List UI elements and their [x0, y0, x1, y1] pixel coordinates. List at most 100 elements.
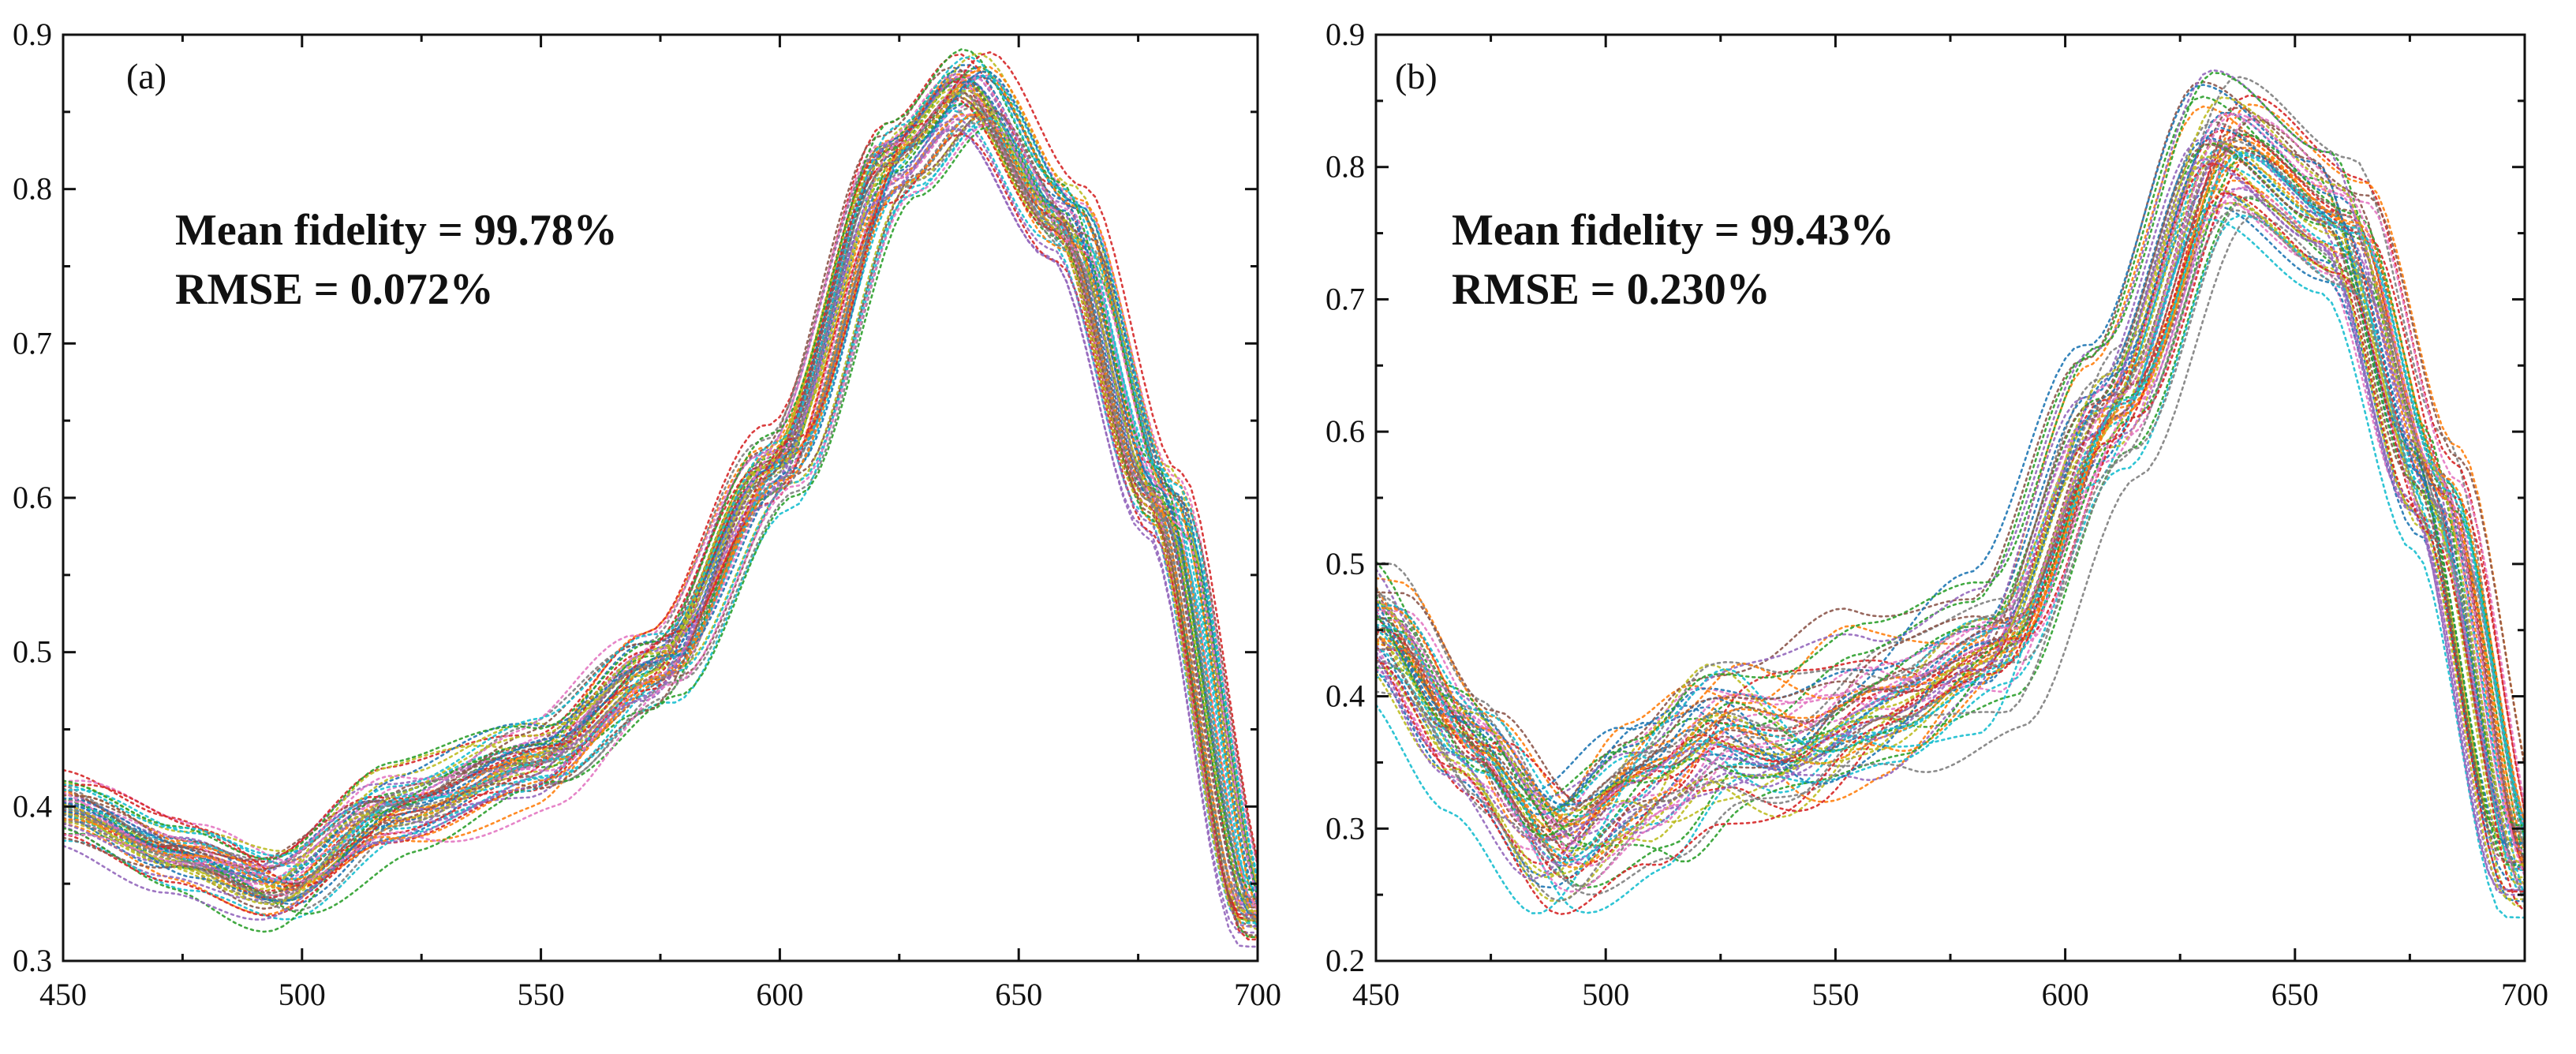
- spectrum-curve: [1376, 113, 2525, 854]
- spectrum-curve: [1376, 96, 2525, 868]
- panel-b-chart: 450 500 550 600 650 700 0.2 0.3 0.4 0.5 0.6 0.7 0.8 0…: [1325, 17, 2548, 1012]
- spectrum-curve: [63, 69, 1258, 914]
- spectrum-curve: [63, 53, 1258, 885]
- x-tick-label: 550: [1811, 977, 1859, 1012]
- x-tick-label: 500: [1582, 977, 1629, 1012]
- spectrum-curve: [63, 48, 1258, 891]
- spectrum-curve: [1376, 160, 2525, 854]
- spectrum-curve: [63, 92, 1258, 921]
- spectrum-curve: [1376, 146, 2525, 826]
- spectrum-curve: [1376, 218, 2525, 919]
- y-tick-label: 0.5: [13, 634, 52, 670]
- spectrum-curve: [63, 73, 1258, 916]
- x-tick-label: 450: [39, 977, 87, 1012]
- spectrum-curve: [63, 96, 1258, 936]
- spectrum-curve: [63, 103, 1258, 916]
- x-tick-label: 600: [756, 977, 803, 1012]
- spectrum-curve: [63, 117, 1258, 882]
- spectrum-curve: [63, 114, 1258, 925]
- panel-a-plot-frame: [62, 33, 1259, 962]
- spectrum-curve: [1376, 145, 2525, 865]
- panel-a-curves: [63, 48, 1258, 948]
- spectrum-curve: [1376, 155, 2525, 901]
- spectrum-curve: [63, 92, 1258, 920]
- spectrum-curve: [63, 118, 1258, 928]
- x-tick-label: 650: [2271, 977, 2319, 1012]
- x-tick-label: 450: [1352, 977, 1400, 1012]
- spectrum-curve: [63, 69, 1258, 903]
- spectrum-curve: [63, 52, 1258, 887]
- spectrum-curve: [1376, 192, 2525, 916]
- y-tick-label: 0.6: [13, 480, 52, 515]
- x-tick-label: 550: [518, 977, 565, 1012]
- spectrum-curve: [1376, 158, 2525, 896]
- spectrum-curve: [1376, 84, 2525, 844]
- spectrum-curve: [1376, 187, 2525, 881]
- y-tick-label: 0.4: [13, 788, 52, 824]
- spectrum-curve: [1376, 69, 2525, 829]
- spectrum-curve: [63, 70, 1258, 922]
- panel-b-ticks: 450 500 550 600 650 700 0.2 0.3 0.4 0.5 0.6 0.7 0.8 0…: [1325, 17, 2548, 1012]
- panel-b-label: (b): [1395, 56, 1438, 96]
- spectrum-curve: [63, 50, 1258, 888]
- spectrum-curve: [1376, 141, 2525, 885]
- spectrum-curve: [63, 90, 1258, 900]
- spectrum-curve: [63, 75, 1258, 910]
- spectrum-curve: [63, 74, 1258, 906]
- x-tick-label: 650: [995, 977, 1042, 1012]
- spectrum-curve: [63, 55, 1258, 892]
- panel-b-mean-fidelity: Mean fidelity = 99.43%: [1452, 206, 1894, 255]
- spectrum-curve: [1376, 111, 2525, 859]
- spectrum-curve: [1376, 163, 2525, 891]
- panel-a-rmse: RMSE = 0.072%: [175, 265, 494, 314]
- spectrum-curve: [63, 74, 1258, 868]
- spectrum-curve: [1376, 162, 2525, 893]
- x-tick-label: 700: [1234, 977, 1281, 1012]
- spectrum-curve: [63, 89, 1258, 914]
- y-tick-label: 0.5: [1325, 546, 1365, 581]
- spectrum-curve: [1376, 115, 2525, 867]
- spectrum-curve: [1376, 179, 2525, 873]
- spectrum-curve: [63, 73, 1258, 904]
- spectrum-curve: [1376, 80, 2525, 833]
- panel-a-label: (a): [126, 56, 166, 96]
- y-tick-label: 0.8: [13, 171, 52, 207]
- spectrum-curve: [63, 75, 1258, 878]
- y-tick-label: 0.7: [1325, 281, 1365, 316]
- spectrum-curve: [1376, 195, 2525, 896]
- spectrum-curve: [63, 113, 1258, 891]
- spectrum-curve: [63, 65, 1258, 909]
- spectrum-curve: [63, 78, 1258, 899]
- spectrum-curve: [63, 64, 1258, 918]
- spectrum-curve: [63, 107, 1258, 885]
- spectrum-curve: [1376, 153, 2525, 861]
- spectrum-curve: [1376, 182, 2525, 862]
- spectrum-curve: [1376, 138, 2525, 847]
- spectrum-curve: [63, 102, 1258, 939]
- spectrum-curve: [1376, 76, 2525, 824]
- spectrum-curve: [1376, 113, 2525, 893]
- spectrum-curve: [1376, 95, 2525, 841]
- spectrum-curve: [63, 123, 1258, 903]
- spectrum-curve: [63, 65, 1258, 910]
- spectrum-curve: [1376, 133, 2525, 880]
- y-tick-label: 0.8: [1325, 149, 1365, 185]
- spectrum-curve: [63, 74, 1258, 918]
- spectrum-curve: [63, 75, 1258, 898]
- spectrum-curve: [63, 115, 1258, 925]
- y-tick-label: 0.2: [1325, 943, 1365, 978]
- y-tick-label: 0.7: [13, 325, 52, 361]
- x-tick-label: 700: [2501, 977, 2548, 1012]
- y-tick-label: 0.4: [1325, 678, 1365, 714]
- x-tick-label: 500: [279, 977, 326, 1012]
- spectrum-curve: [63, 98, 1258, 920]
- panel-a-mean-fidelity: Mean fidelity = 99.78%: [175, 206, 618, 255]
- spectrum-curve: [1376, 143, 2525, 864]
- spectrum-curve: [63, 133, 1258, 941]
- spectrum-curve: [63, 127, 1258, 948]
- spectrum-curve: [1376, 137, 2525, 891]
- panel-b-curves: [1376, 69, 2525, 919]
- panel-a-chart: 450 500 550 600 650 7000.30.40.50.60.70.80.9 …: [13, 17, 1281, 1012]
- spectrum-curve: [1376, 208, 2525, 905]
